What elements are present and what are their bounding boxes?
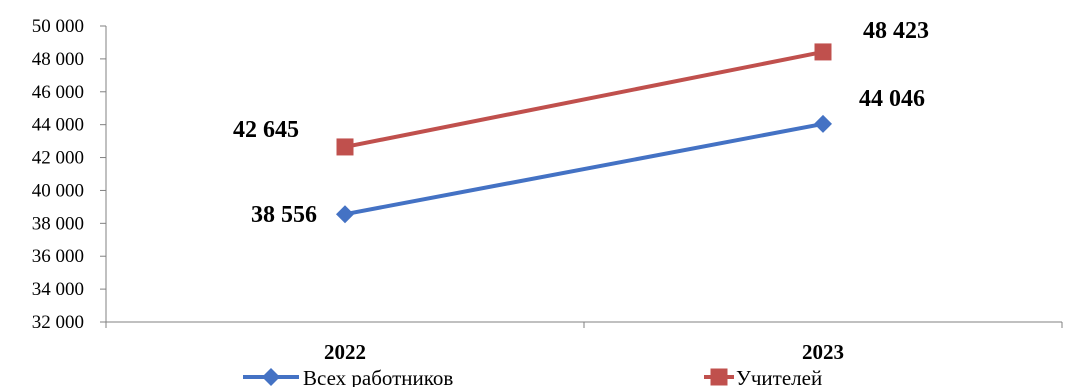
y-tick-label: 48 000 [32,49,84,70]
y-tick-label: 32 000 [32,312,84,333]
legend-label: Всех работников [303,366,453,387]
y-tick-label: 50 000 [32,16,84,37]
y-tick-label: 40 000 [32,180,84,201]
y-tick-label: 46 000 [32,82,84,103]
data-label: 38 556 [251,202,317,228]
series-lines [344,49,824,217]
series-markers [336,43,832,224]
data-label: 48 423 [863,18,929,44]
legend-label: Учителей [736,366,822,387]
square-marker [336,138,354,156]
legend-square-icon [710,368,728,386]
y-tick-label: 36 000 [32,246,84,267]
series-line [344,49,824,149]
y-axis-ticks: 32 000 34 000 36 000 38 000 40 000 42 000 44 0… [32,16,106,333]
diamond-marker [814,114,832,133]
square-marker [814,43,832,61]
y-tick-label: 34 000 [32,279,84,300]
y-tick-label: 44 000 [32,115,84,136]
x-axis-categories: 2022 2023 [324,340,844,364]
series-line [344,121,824,217]
x-category-label: 2023 [802,340,844,364]
legend: Всех работников Учителей [243,366,822,387]
data-label: 42 645 [233,117,299,143]
diamond-marker [336,205,354,224]
x-category-label: 2022 [324,340,366,364]
axes [105,26,1063,328]
data-labels: 38 556 44 046 42 645 48 423 [233,18,929,228]
y-tick-label: 38 000 [32,213,84,234]
legend-diamond-icon [262,368,280,386]
y-tick-label: 42 000 [32,148,84,169]
data-label: 44 046 [859,86,925,112]
